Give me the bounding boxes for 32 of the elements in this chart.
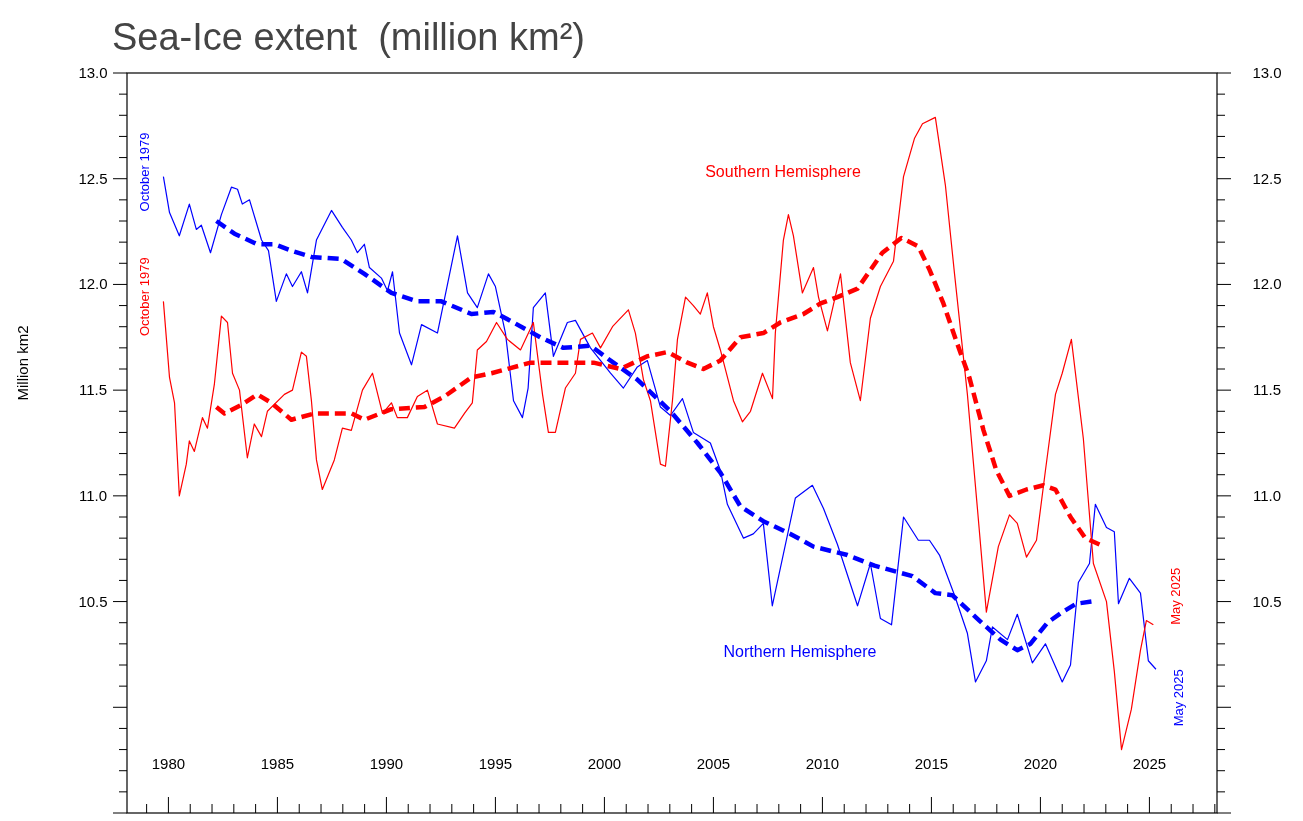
y2-tick-label: 11.0 xyxy=(1252,486,1282,504)
chart-title: Sea-Ice extent (million km²) xyxy=(112,16,586,58)
x-tick-label: 2020 xyxy=(1023,755,1058,772)
x-tick-label: 2015 xyxy=(914,755,949,772)
annotation: May 2025 xyxy=(1168,567,1184,625)
y2-tick-label: 12.5 xyxy=(1252,169,1282,187)
y-tick-label: 11.5 xyxy=(78,381,108,399)
x-tick-label: 1985 xyxy=(260,755,295,772)
text: Southern Hemisphere xyxy=(705,163,861,180)
y-tick-label: 11.0 xyxy=(78,486,108,504)
y2-tick-label: 13.0 xyxy=(1252,64,1282,81)
y-tick-label: 12.0 xyxy=(78,275,108,293)
line-series xyxy=(214,235,1102,547)
y2-tick-label: 12.0 xyxy=(1252,275,1282,293)
y2-tick-label: 11.5 xyxy=(1252,381,1282,399)
x-tick-label: 2000 xyxy=(587,755,622,772)
annotation: May 2025 xyxy=(1170,669,1186,727)
y-tick-label: 13.0 xyxy=(78,64,108,81)
x-tick-label: 2005 xyxy=(696,755,731,772)
y-axis-title: Million km2 xyxy=(14,325,31,401)
line-series xyxy=(162,116,1154,751)
annotation: October 1979 xyxy=(137,132,153,212)
x-tick-label: 1990 xyxy=(369,755,404,772)
x-tick-label: 1995 xyxy=(478,755,513,772)
y-tick-label: 10.5 xyxy=(78,592,108,610)
y-tick-label: 12.5 xyxy=(78,169,108,187)
y2-tick-label: 10.5 xyxy=(1252,592,1282,610)
x-tick-label: 1980 xyxy=(151,755,186,772)
annotation: October 1979 xyxy=(137,257,153,337)
x-tick-label: 2025 xyxy=(1132,755,1167,772)
series-label: Northern Hemisphere xyxy=(723,643,877,660)
x-tick-label: 2010 xyxy=(805,755,840,772)
